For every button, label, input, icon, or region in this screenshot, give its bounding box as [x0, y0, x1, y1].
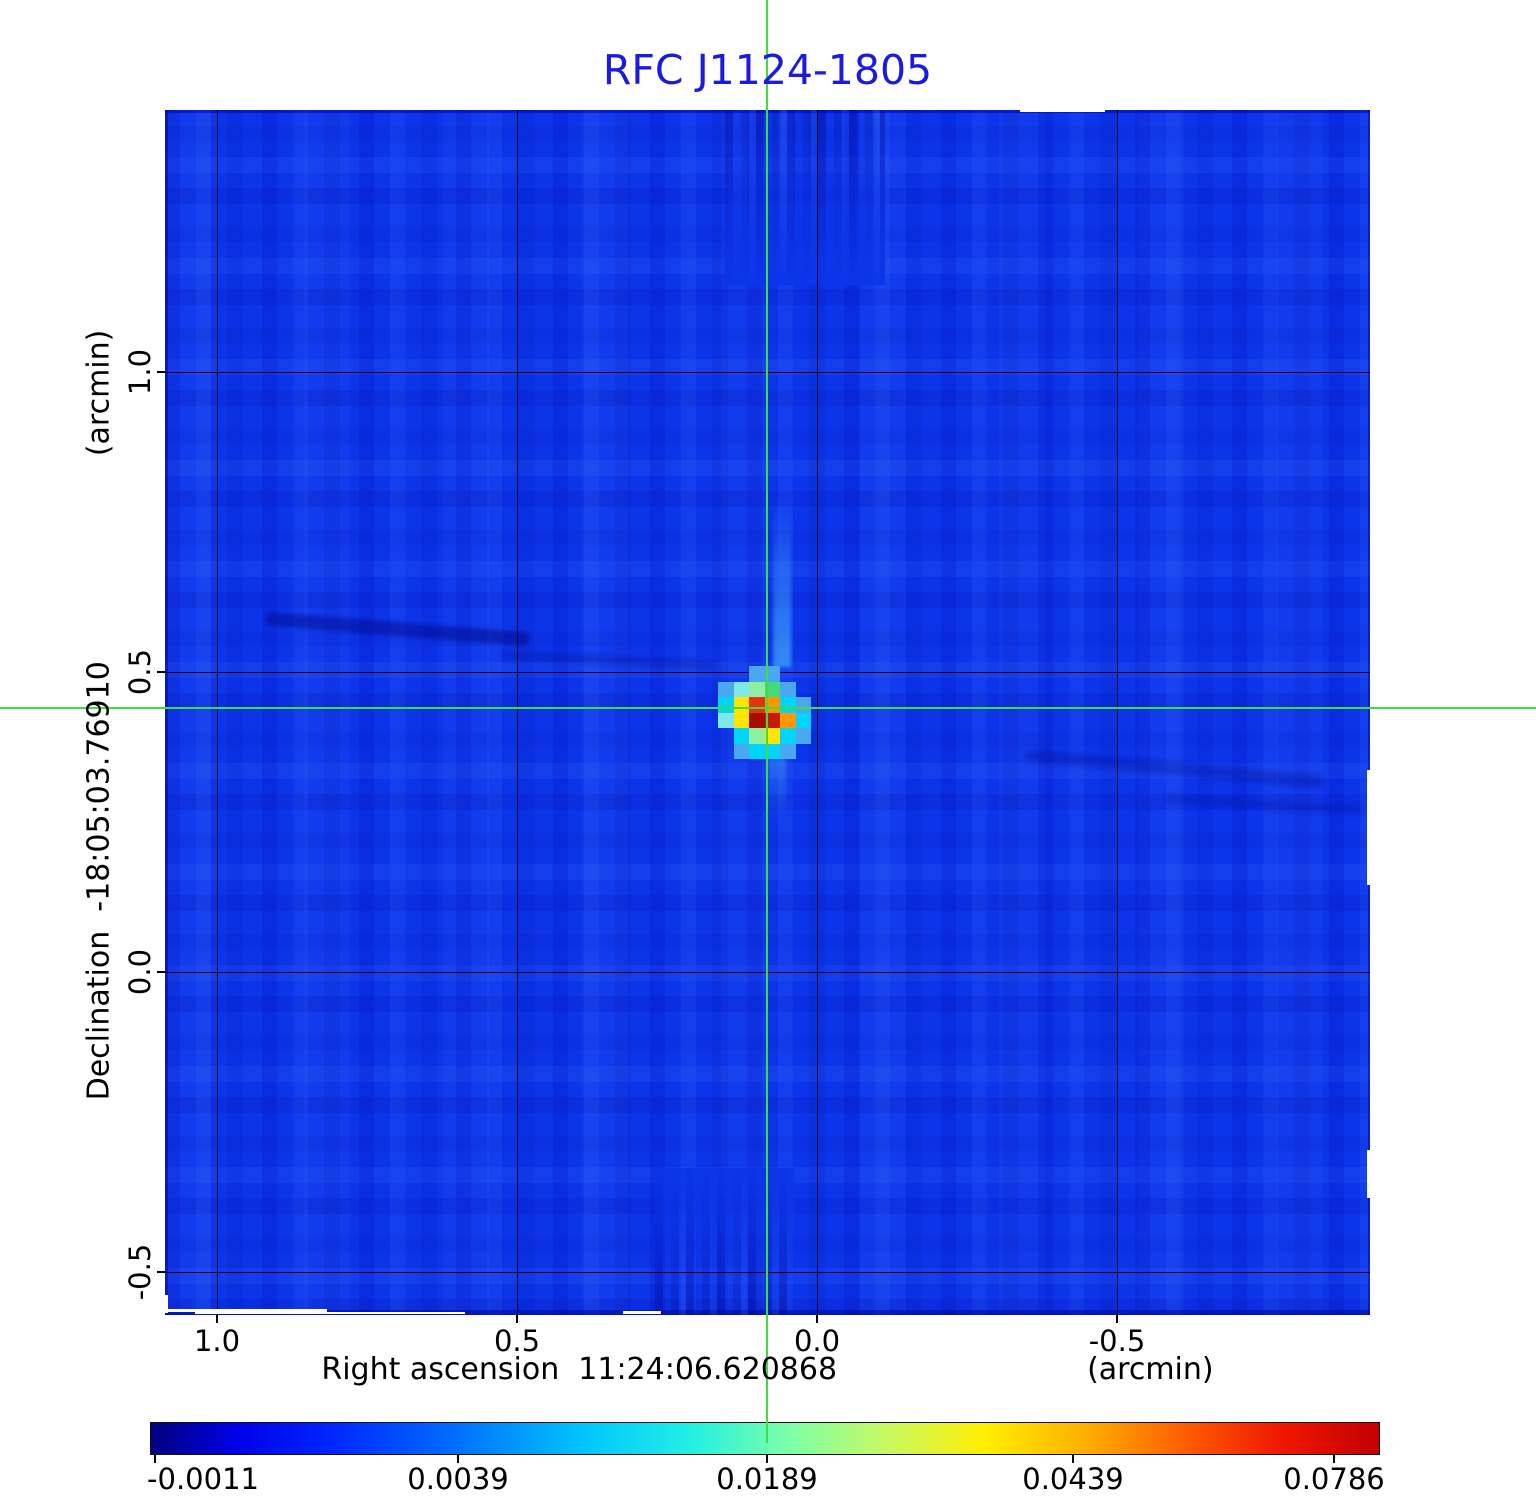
y-tick-label: 0.5: [123, 648, 157, 696]
sidelobe-streak-right: [1025, 748, 1325, 789]
colorbar-tickmark: [154, 1455, 156, 1463]
x-axis-title: Right ascension 11:24:06.620868 (arcmin): [165, 1352, 1370, 1387]
y-tickmark: [157, 671, 165, 673]
sidelobe-streak-left: [264, 611, 531, 647]
x-axis-unit: (arcmin): [1087, 1352, 1214, 1387]
x-tickmark: [216, 1315, 218, 1323]
crosshair-horizontal-line: [0, 707, 1536, 709]
sidelobe-ripples-bottom: [655, 1168, 795, 1315]
colorbar-tickmark: [1072, 1455, 1074, 1463]
gridline-ra-0.0: [817, 110, 818, 1315]
y-tick-label: 0.0: [123, 948, 157, 996]
blank-nick: [195, 1312, 465, 1314]
blank-nick: [1020, 110, 1105, 112]
y-tickmark: [157, 971, 165, 973]
blank-nick: [167, 1309, 327, 1312]
x-tick-label: 0.0: [793, 1324, 841, 1358]
x-tickmark: [816, 1315, 818, 1323]
y-tickmark: [157, 371, 165, 373]
page-title: RFC J1124-1805: [602, 46, 933, 94]
map-edge-left: [165, 110, 168, 1315]
colorbar-label: 0.0439: [1022, 1462, 1124, 1496]
blank-nick: [1367, 1150, 1370, 1198]
x-tickmark: [1116, 1315, 1118, 1323]
y-tick-label: 1.0: [123, 348, 157, 396]
source-peak-pixels: [718, 666, 811, 759]
colorbar-label: -0.0011: [147, 1462, 259, 1496]
gridline-ra-1.0: [217, 110, 218, 1315]
colorbar: [150, 1422, 1380, 1455]
crosshair-vertical-line: [766, 0, 768, 1443]
y-tick-label: -0.5: [123, 1243, 157, 1301]
y-axis-title-text: Declination -18:05:03.76910: [81, 661, 117, 1101]
x-tick-label: -0.5: [1088, 1324, 1146, 1358]
y-axis-unit: (arcmin): [81, 329, 117, 457]
sidelobe-streak-left-faint: [499, 649, 716, 671]
sidelobe-smudge-above-source: [773, 495, 791, 667]
x-tick-label: 0.5: [493, 1324, 541, 1358]
colorbar-label: 0.0039: [407, 1462, 509, 1496]
x-tickmark: [516, 1315, 518, 1323]
colorbar-tickmark: [1333, 1455, 1335, 1463]
map-edge-right: [1368, 110, 1370, 1315]
y-axis-title: Declination -18:05:03.76910 (arcmin): [82, 113, 124, 1318]
colorbar-label: 0.0786: [1283, 1462, 1385, 1496]
x-axis-title-text: Right ascension 11:24:06.620868: [321, 1352, 838, 1387]
sidelobe-ripples-top: [725, 110, 885, 285]
gridline-ra--0.5: [1117, 110, 1118, 1315]
blank-nick: [623, 1311, 661, 1314]
sidelobe-streak-right-faint: [1164, 793, 1366, 817]
x-tick-label: 1.0: [193, 1324, 241, 1358]
blank-nick: [1367, 770, 1370, 885]
y-tickmark: [157, 1271, 165, 1273]
colorbar-tickmark: [766, 1455, 768, 1463]
blank-nick: [165, 1295, 168, 1313]
colorbar-tickmark: [457, 1455, 459, 1463]
colorbar-label: 0.0189: [716, 1462, 818, 1496]
gridline-ra-0.5: [517, 110, 518, 1315]
